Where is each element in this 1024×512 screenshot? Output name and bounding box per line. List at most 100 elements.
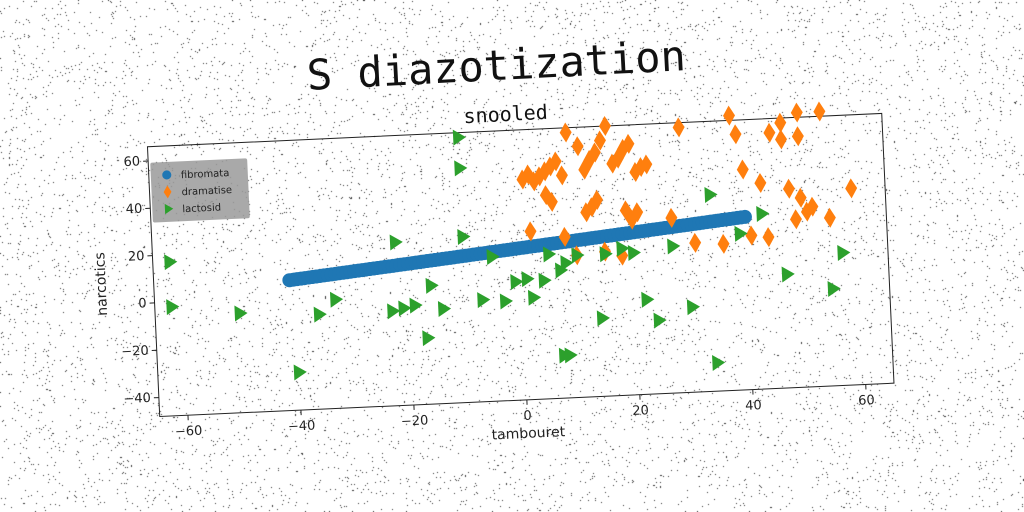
legend-marker-fibromata bbox=[162, 170, 172, 180]
x-axis-label: tambouret bbox=[491, 424, 566, 443]
data-point bbox=[717, 233, 730, 254]
data-point bbox=[521, 271, 535, 288]
data-point bbox=[762, 227, 775, 248]
data-point bbox=[827, 280, 841, 297]
data-point bbox=[549, 151, 562, 172]
data-point bbox=[409, 297, 423, 314]
data-point bbox=[686, 299, 701, 316]
x-tick-label: 0 bbox=[523, 409, 532, 424]
series-fibromata bbox=[282, 209, 752, 288]
data-point bbox=[625, 209, 638, 230]
data-point bbox=[545, 191, 558, 212]
data-point bbox=[729, 124, 742, 145]
data-point bbox=[527, 289, 542, 306]
data-point bbox=[585, 197, 598, 218]
data-point bbox=[790, 102, 803, 123]
legend-label-dramatise: dramatise bbox=[181, 185, 232, 198]
data-point bbox=[800, 201, 813, 222]
plot-area bbox=[146, 112, 895, 418]
data-point bbox=[599, 246, 613, 263]
data-point bbox=[672, 117, 685, 138]
data-point bbox=[555, 165, 568, 186]
data-point bbox=[781, 266, 795, 283]
data-point bbox=[524, 221, 537, 242]
data-point bbox=[774, 112, 787, 133]
data-point bbox=[823, 207, 836, 228]
data-point bbox=[477, 292, 491, 309]
data-point bbox=[653, 312, 667, 329]
y-tick-label: −40 bbox=[123, 391, 151, 407]
data-point bbox=[640, 154, 653, 175]
legend-marker-dramatise bbox=[163, 185, 172, 199]
data-point bbox=[486, 249, 500, 266]
data-point bbox=[583, 149, 596, 170]
data-point bbox=[631, 202, 644, 223]
y-tick-label: 60 bbox=[123, 154, 140, 170]
data-point bbox=[665, 207, 678, 228]
y-axis-label: narcotics bbox=[92, 252, 111, 316]
data-point bbox=[398, 300, 412, 317]
legend: fibromata dramatise lactosid bbox=[150, 158, 250, 223]
data-point bbox=[516, 169, 529, 190]
data-point bbox=[627, 244, 641, 261]
data-point bbox=[745, 225, 758, 246]
y-axis: −40 −20 0 20 40 60 bbox=[121, 154, 159, 407]
x-tick-label: −40 bbox=[288, 418, 316, 434]
data-point bbox=[593, 130, 606, 151]
y-tick-label: 40 bbox=[125, 202, 142, 218]
data-point bbox=[387, 303, 401, 320]
data-point bbox=[845, 178, 858, 199]
data-point bbox=[164, 254, 178, 271]
data-point bbox=[789, 209, 802, 230]
x-tick-label: −60 bbox=[175, 424, 203, 440]
data-point bbox=[564, 347, 578, 364]
data-point bbox=[736, 159, 749, 180]
data-point bbox=[641, 291, 655, 308]
data-point bbox=[538, 161, 551, 182]
series-lactosid bbox=[164, 129, 851, 381]
data-point bbox=[591, 189, 603, 210]
data-point bbox=[422, 330, 436, 347]
data-point bbox=[704, 186, 718, 203]
data-point bbox=[606, 153, 619, 174]
data-point bbox=[234, 305, 248, 322]
data-point bbox=[578, 159, 591, 180]
x-tick-label: −20 bbox=[401, 413, 429, 429]
data-point bbox=[791, 126, 804, 147]
data-point bbox=[837, 244, 851, 261]
data-point bbox=[689, 232, 702, 253]
data-point bbox=[734, 225, 748, 242]
data-point bbox=[454, 160, 468, 177]
x-tick-label: 40 bbox=[745, 398, 762, 414]
data-point bbox=[580, 202, 593, 223]
data-point bbox=[616, 240, 630, 257]
data-point bbox=[813, 101, 826, 122]
data-point bbox=[542, 246, 557, 263]
data-point bbox=[527, 171, 540, 192]
data-point bbox=[775, 129, 788, 150]
x-axis: −60 −40 −20 0 20 40 60 bbox=[175, 384, 875, 440]
data-point bbox=[293, 364, 307, 381]
data-point bbox=[634, 157, 647, 178]
data-point bbox=[457, 229, 471, 246]
data-point bbox=[533, 166, 546, 187]
data-point bbox=[452, 129, 466, 146]
x-tick-label: 60 bbox=[858, 393, 875, 409]
data-point bbox=[611, 148, 624, 169]
data-point bbox=[544, 156, 557, 177]
y-tick-label: 20 bbox=[128, 249, 145, 265]
data-point bbox=[538, 272, 552, 289]
data-point bbox=[667, 238, 681, 255]
series-dramatise bbox=[516, 101, 858, 266]
data-point bbox=[425, 277, 439, 294]
data-point bbox=[616, 138, 629, 159]
data-point bbox=[782, 178, 795, 199]
data-point bbox=[571, 136, 584, 157]
data-point bbox=[712, 354, 726, 371]
data-point bbox=[329, 291, 344, 308]
chart-subtitle: snooled bbox=[463, 100, 548, 128]
legend-marker-lactosid bbox=[164, 203, 174, 215]
data-point bbox=[763, 122, 776, 143]
data-point bbox=[622, 133, 635, 154]
data-point bbox=[571, 247, 585, 264]
